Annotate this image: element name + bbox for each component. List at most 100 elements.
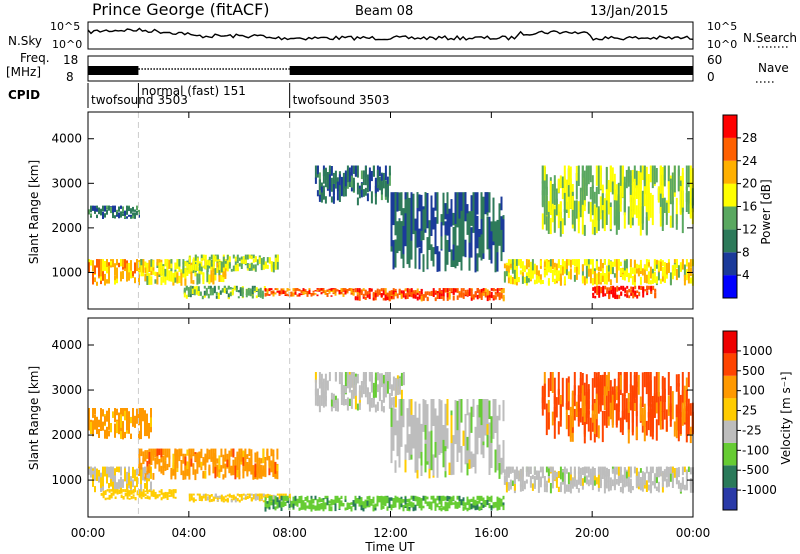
heatmap-cell [108, 495, 111, 500]
heatmap-cell [158, 259, 161, 265]
heatmap-cell [611, 479, 614, 487]
heatmap-cell [227, 293, 230, 298]
heatmap-cell [200, 448, 203, 459]
heatmap-cell [408, 214, 411, 236]
heatmap-cell [611, 267, 614, 275]
heatmap-cell [230, 268, 233, 272]
heatmap-cell [410, 192, 413, 209]
x-tick-label: 12:00 [373, 526, 408, 540]
heatmap-cell [589, 268, 592, 279]
heatmap-cell [627, 206, 630, 225]
heatmap-cell [599, 375, 602, 405]
heatmap-cell [196, 264, 199, 271]
heatmap-cell [569, 474, 572, 485]
heatmap-cell [348, 502, 351, 508]
heatmap-cell [244, 254, 247, 260]
heatmap-cell [655, 276, 658, 284]
heatmap-cell [642, 286, 645, 293]
heatmap-cell [374, 404, 377, 413]
heatmap-cell [480, 288, 483, 294]
heatmap-cell [114, 209, 116, 213]
noise-tick-left-top: 10^5 [50, 20, 80, 33]
heatmap-cell [226, 494, 229, 497]
heatmap-cell [302, 288, 305, 292]
heatmap-cell [102, 216, 104, 219]
heatmap-cell [122, 270, 124, 279]
x-tick-label: 00:00 [676, 526, 711, 540]
heatmap-cell [414, 218, 417, 241]
heatmap-cell [496, 252, 499, 272]
heatmap-cell [408, 508, 411, 512]
heatmap-cell [577, 259, 580, 267]
heatmap-cell [615, 466, 618, 475]
heatmap-cell [416, 192, 419, 213]
heatmap-cell [609, 261, 612, 275]
heatmap-cell [490, 495, 493, 501]
heatmap-cell [492, 295, 495, 299]
heatmap-cell [643, 166, 646, 184]
heatmap-cell [146, 424, 148, 437]
beam-label: Beam 08 [355, 4, 413, 19]
heatmap-cell [426, 434, 429, 462]
heatmap-cell [98, 428, 100, 438]
heatmap-cell [626, 285, 629, 289]
heatmap-cell [292, 288, 295, 292]
heatmap-cell [615, 259, 618, 269]
heatmap-cell [360, 497, 363, 502]
heatmap-cell [470, 195, 473, 213]
heatmap-cell [198, 278, 201, 284]
heatmap-cell [114, 469, 116, 482]
heatmap-cell [318, 289, 321, 292]
heatmap-cell [340, 178, 343, 197]
heatmap-cell [545, 480, 548, 488]
heatmap-cell [569, 268, 572, 280]
heatmap-cell [645, 259, 648, 267]
heatmap-cell [298, 498, 301, 503]
heatmap-cell [160, 276, 163, 286]
heatmap-cell [172, 489, 175, 493]
heatmap-cell [687, 274, 690, 284]
heatmap-cell [350, 288, 353, 291]
heatmap-cell [106, 410, 108, 421]
heatmap-cell [392, 294, 395, 300]
heatmap-cell [242, 461, 245, 474]
heatmap-cell [563, 466, 566, 474]
heatmap-cell [661, 266, 664, 277]
heatmap-cell [346, 397, 349, 411]
heatmap-cell [212, 448, 215, 463]
heatmap-cell [154, 491, 157, 496]
heatmap-cell [436, 446, 439, 477]
heatmap-cell [579, 200, 582, 218]
heatmap-cell [619, 193, 622, 212]
heatmap-cell [358, 188, 361, 199]
colorbar-tick-label: 12 [742, 222, 757, 236]
heatmap-cell [380, 173, 383, 181]
heatmap-cell [420, 289, 423, 292]
heatmap-cell [330, 166, 333, 176]
heatmap-cell [681, 259, 684, 270]
heatmap-cell [418, 497, 421, 502]
heatmap-cell [683, 400, 686, 423]
heatmap-cell [310, 498, 313, 506]
heatmap-cell [176, 272, 179, 280]
heatmap-cell [360, 170, 363, 180]
heatmap-cell [202, 470, 205, 479]
heatmap-cell [470, 406, 473, 433]
heatmap-cell [330, 499, 333, 506]
heatmap-cell [599, 273, 602, 283]
heatmap-cell [364, 372, 367, 389]
heatmap-cell [470, 227, 473, 249]
heatmap-cell [106, 475, 108, 484]
heatmap-cell [424, 192, 427, 211]
heatmap-cell [222, 474, 225, 480]
heatmap-cell [583, 382, 586, 406]
heatmap-cell [190, 455, 193, 467]
heatmap-cell [555, 198, 558, 215]
power-ylabel: Slant Range [km] [27, 160, 41, 264]
heatmap-cell [396, 234, 399, 254]
heatmap-cell [527, 278, 530, 283]
heatmap-cell [426, 237, 429, 269]
heatmap-cell [160, 448, 163, 458]
heatmap-cell [318, 503, 321, 507]
heatmap-cell [605, 166, 608, 190]
